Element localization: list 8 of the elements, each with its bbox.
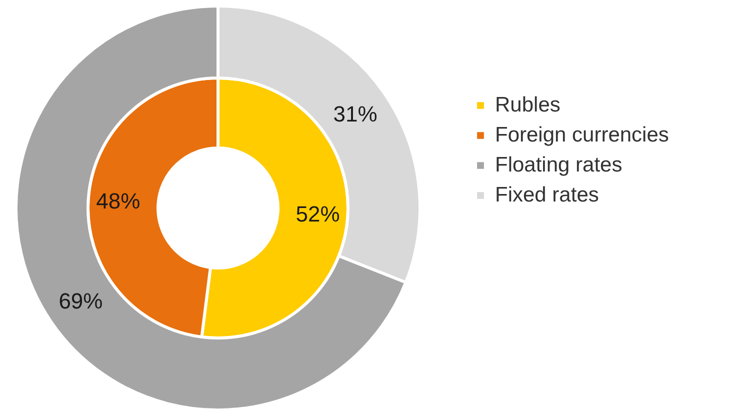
data-label: 31% [333, 102, 378, 127]
legend-label: Foreign currencies [495, 124, 669, 146]
data-label: 69% [58, 288, 103, 314]
legend-label: Floating rates [495, 154, 622, 176]
data-label: 48% [96, 188, 140, 214]
data-label: 52% [296, 201, 340, 226]
legend-label: Rubles [495, 94, 560, 116]
legend-label: Fixed rates [495, 184, 599, 206]
